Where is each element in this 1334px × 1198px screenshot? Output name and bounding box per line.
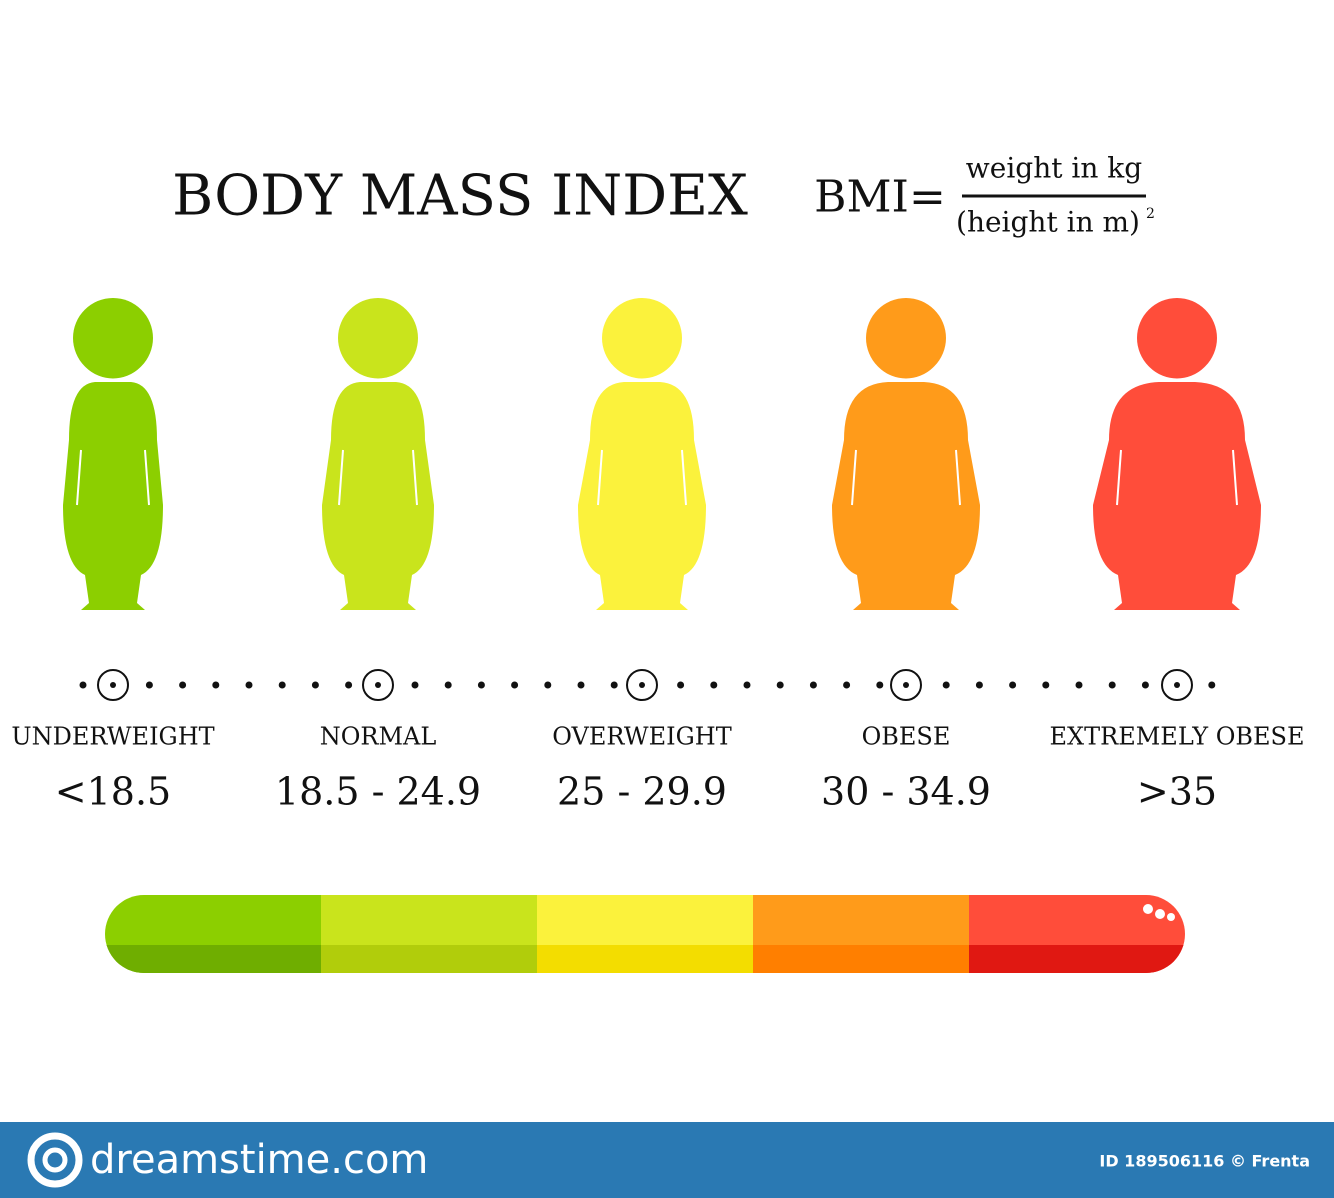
figure-arm-line bbox=[851, 449, 961, 506]
category-range: <18.5 bbox=[55, 770, 171, 814]
category-label: OVERWEIGHT bbox=[552, 723, 731, 751]
bar-segment-shade bbox=[537, 945, 754, 973]
scale-marker-ring bbox=[1161, 669, 1193, 701]
scale-dot bbox=[544, 681, 552, 689]
figure-head bbox=[866, 298, 946, 378]
scale-dot bbox=[245, 681, 253, 689]
scale-dot bbox=[477, 681, 485, 689]
figure-body bbox=[322, 382, 434, 610]
scale-dot bbox=[710, 681, 718, 689]
scale-dot bbox=[311, 681, 319, 689]
formula-exponent: 2 bbox=[1146, 206, 1155, 222]
scale-dot bbox=[1009, 681, 1017, 689]
scale-dot bbox=[1075, 681, 1083, 689]
footer-bar bbox=[0, 1122, 1334, 1198]
figure-head bbox=[73, 298, 153, 378]
bar-highlight bbox=[1143, 904, 1153, 914]
scale-marker-dot bbox=[1174, 682, 1180, 688]
scale-marker-ring bbox=[97, 669, 129, 701]
category-label: OBESE bbox=[862, 723, 951, 751]
figure-head bbox=[338, 298, 418, 378]
scale-dot bbox=[610, 681, 618, 689]
scale-marker-dot bbox=[110, 682, 116, 688]
bar-segment-shade bbox=[969, 945, 1185, 973]
figure-head bbox=[602, 298, 682, 378]
scale-dot bbox=[345, 681, 353, 689]
formula-numerator: weight in kg bbox=[966, 152, 1142, 185]
formula-lhs: BMI= bbox=[814, 172, 946, 223]
scale-dot bbox=[511, 681, 519, 689]
scale-marker-dot bbox=[639, 682, 645, 688]
scale-dot bbox=[1108, 681, 1116, 689]
category-label: EXTREMELY OBESE bbox=[1050, 723, 1305, 751]
scale-dot bbox=[79, 681, 87, 689]
figure-head bbox=[1137, 298, 1217, 378]
figure-body bbox=[832, 382, 980, 610]
scale-dot bbox=[743, 681, 751, 689]
formula-denominator: (height in m) bbox=[956, 206, 1140, 239]
bar-segment-shade bbox=[105, 945, 322, 973]
category-label: NORMAL bbox=[320, 723, 437, 751]
scale-dot bbox=[776, 681, 784, 689]
scale-dot bbox=[278, 681, 286, 689]
scale-dot bbox=[411, 681, 419, 689]
category-range: 18.5 - 24.9 bbox=[275, 770, 481, 814]
scale-dot bbox=[809, 681, 817, 689]
bmi-scale-bar bbox=[105, 895, 1185, 973]
bar-highlight bbox=[1167, 913, 1175, 921]
bar-segment-shade bbox=[321, 945, 538, 973]
scale-dot bbox=[677, 681, 685, 689]
category-range: 30 - 34.9 bbox=[821, 770, 991, 814]
scale-dot bbox=[1141, 681, 1149, 689]
footer-logo bbox=[27, 1132, 83, 1188]
scale-marker-dot bbox=[375, 682, 381, 688]
scale-dot bbox=[843, 681, 851, 689]
scale-dot bbox=[876, 681, 884, 689]
figure-arm-line bbox=[1116, 449, 1238, 506]
scale-dot bbox=[444, 681, 452, 689]
bar-segment-shade bbox=[753, 945, 970, 973]
scale-dot bbox=[942, 681, 950, 689]
footer-brand: dreamstime.com bbox=[90, 1137, 428, 1183]
category-label: UNDERWEIGHT bbox=[11, 723, 214, 751]
figure-arm-line bbox=[76, 449, 150, 506]
figure-arm-line bbox=[597, 449, 687, 506]
scale-dot bbox=[1208, 681, 1216, 689]
scale-dot bbox=[577, 681, 585, 689]
scale-marker-ring bbox=[626, 669, 658, 701]
scale-dot bbox=[975, 681, 983, 689]
footer-logo bbox=[42, 1147, 68, 1173]
scale-dot bbox=[1042, 681, 1050, 689]
scale-dot bbox=[212, 681, 220, 689]
figure-body bbox=[63, 382, 163, 610]
figure-body bbox=[1093, 382, 1261, 610]
scale-marker-ring bbox=[362, 669, 394, 701]
figure-body bbox=[578, 382, 706, 610]
scale-dot bbox=[179, 681, 187, 689]
footer-credit: ID 189506116 © Frenta bbox=[1099, 1152, 1310, 1171]
figure-arm-line bbox=[338, 449, 418, 506]
scale-marker-ring bbox=[890, 669, 922, 701]
category-range: 25 - 29.9 bbox=[557, 770, 727, 814]
scale-dot bbox=[145, 681, 153, 689]
bar-highlight bbox=[1155, 909, 1165, 919]
title: BODY MASS INDEX bbox=[172, 164, 748, 229]
category-range: >35 bbox=[1137, 770, 1217, 814]
scale-marker-dot bbox=[903, 682, 909, 688]
